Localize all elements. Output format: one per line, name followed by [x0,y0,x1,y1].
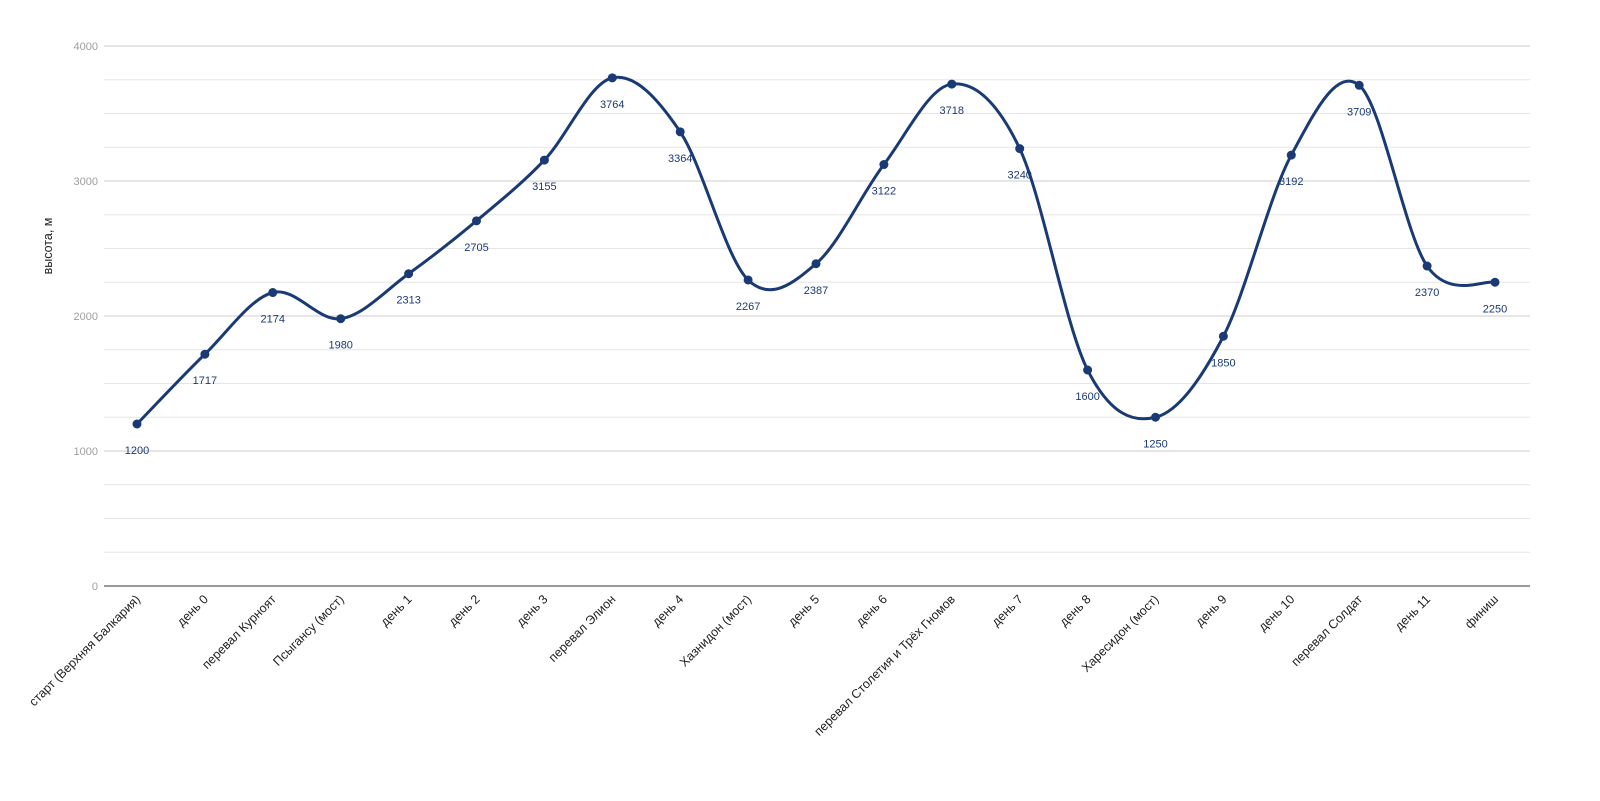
data-points [132,73,1500,429]
data-label: 3709 [1347,106,1371,118]
x-tick-label: перевал Курноят [199,592,279,672]
x-tick-label: день 2 [446,592,483,629]
data-label: 2174 [261,314,285,326]
data-point [879,160,889,170]
x-tick-label: день 1 [378,592,415,629]
y-tick-label: 2000 [74,311,98,323]
data-point [200,349,210,359]
data-label: 1250 [1143,438,1167,450]
data-label: 3240 [1007,170,1031,182]
y-axis-title: высота, м [41,218,55,275]
x-tick-label: Харесидон (мост) [1079,592,1162,675]
y-tick-label: 3000 [74,176,98,188]
data-point [404,269,414,279]
data-point [947,79,957,89]
y-tick-label: 4000 [74,41,98,53]
data-labels: 1200 1717 2174 1980 2313 2705 3155 3764 3364 2267… [125,99,1507,457]
data-point [1490,277,1500,287]
data-point [539,155,549,165]
data-label: 1980 [328,340,352,352]
x-tick-label: перевал Столетия и Трёх Гномов [812,592,959,739]
data-label: 2705 [464,242,488,254]
x-tick-label: день 9 [1193,592,1230,629]
data-label: 3155 [532,181,556,193]
data-point [268,288,278,298]
data-label: 2387 [804,285,828,297]
data-label: 3718 [940,105,964,117]
data-point [1015,144,1025,154]
data-label: 3192 [1279,176,1303,188]
data-label: 3364 [668,153,692,165]
data-label: 1717 [193,375,217,387]
data-label: 2370 [1415,287,1439,299]
y-axis-ticks: 0 1000 2000 3000 4000 [74,41,98,593]
data-label: 1850 [1211,357,1235,369]
y-tick-label: 1000 [74,446,98,458]
x-tick-label: день 11 [1392,592,1433,633]
data-point [811,259,821,269]
grid-lines [104,45,1530,553]
data-point [607,73,617,83]
x-tick-label: день 7 [989,592,1026,629]
data-point [1286,150,1296,160]
data-point [472,216,481,226]
x-tick-label: день 6 [853,592,890,629]
x-tick-label: день 0 [174,592,211,629]
x-tick-label: старт (Верхняя Балкария) [26,592,143,709]
series-line [135,75,1496,426]
data-label: 2267 [736,301,760,313]
data-point [1151,412,1160,422]
data-point [1422,261,1432,271]
x-tick-label: день 3 [514,592,551,629]
x-tick-label: Хазнидон (мост) [677,592,754,669]
x-tick-label: день 4 [649,592,686,629]
data-point [1354,80,1364,90]
data-label: 3122 [872,186,896,198]
data-label: 2250 [1483,303,1507,315]
data-point [1218,331,1228,341]
data-label: 1200 [125,445,149,457]
y-tick-label: 0 [92,581,98,593]
data-point [743,275,753,285]
data-label: 2313 [396,295,420,307]
x-tick-label: день 8 [1057,592,1094,629]
data-label: 3764 [600,99,624,111]
x-tick-label: финиш [1462,592,1501,631]
data-point [675,127,685,137]
x-tick-label: день 5 [785,592,822,629]
data-point [1083,365,1093,375]
data-point [132,419,142,429]
x-tick-label: перевал Элион [546,592,619,665]
x-tick-label: Псыгансу (мост) [270,592,347,669]
x-tick-label: день 10 [1256,592,1298,634]
data-point [336,314,346,324]
x-tick-label: перевал Солдат [1289,592,1366,669]
data-label: 1600 [1075,391,1099,403]
